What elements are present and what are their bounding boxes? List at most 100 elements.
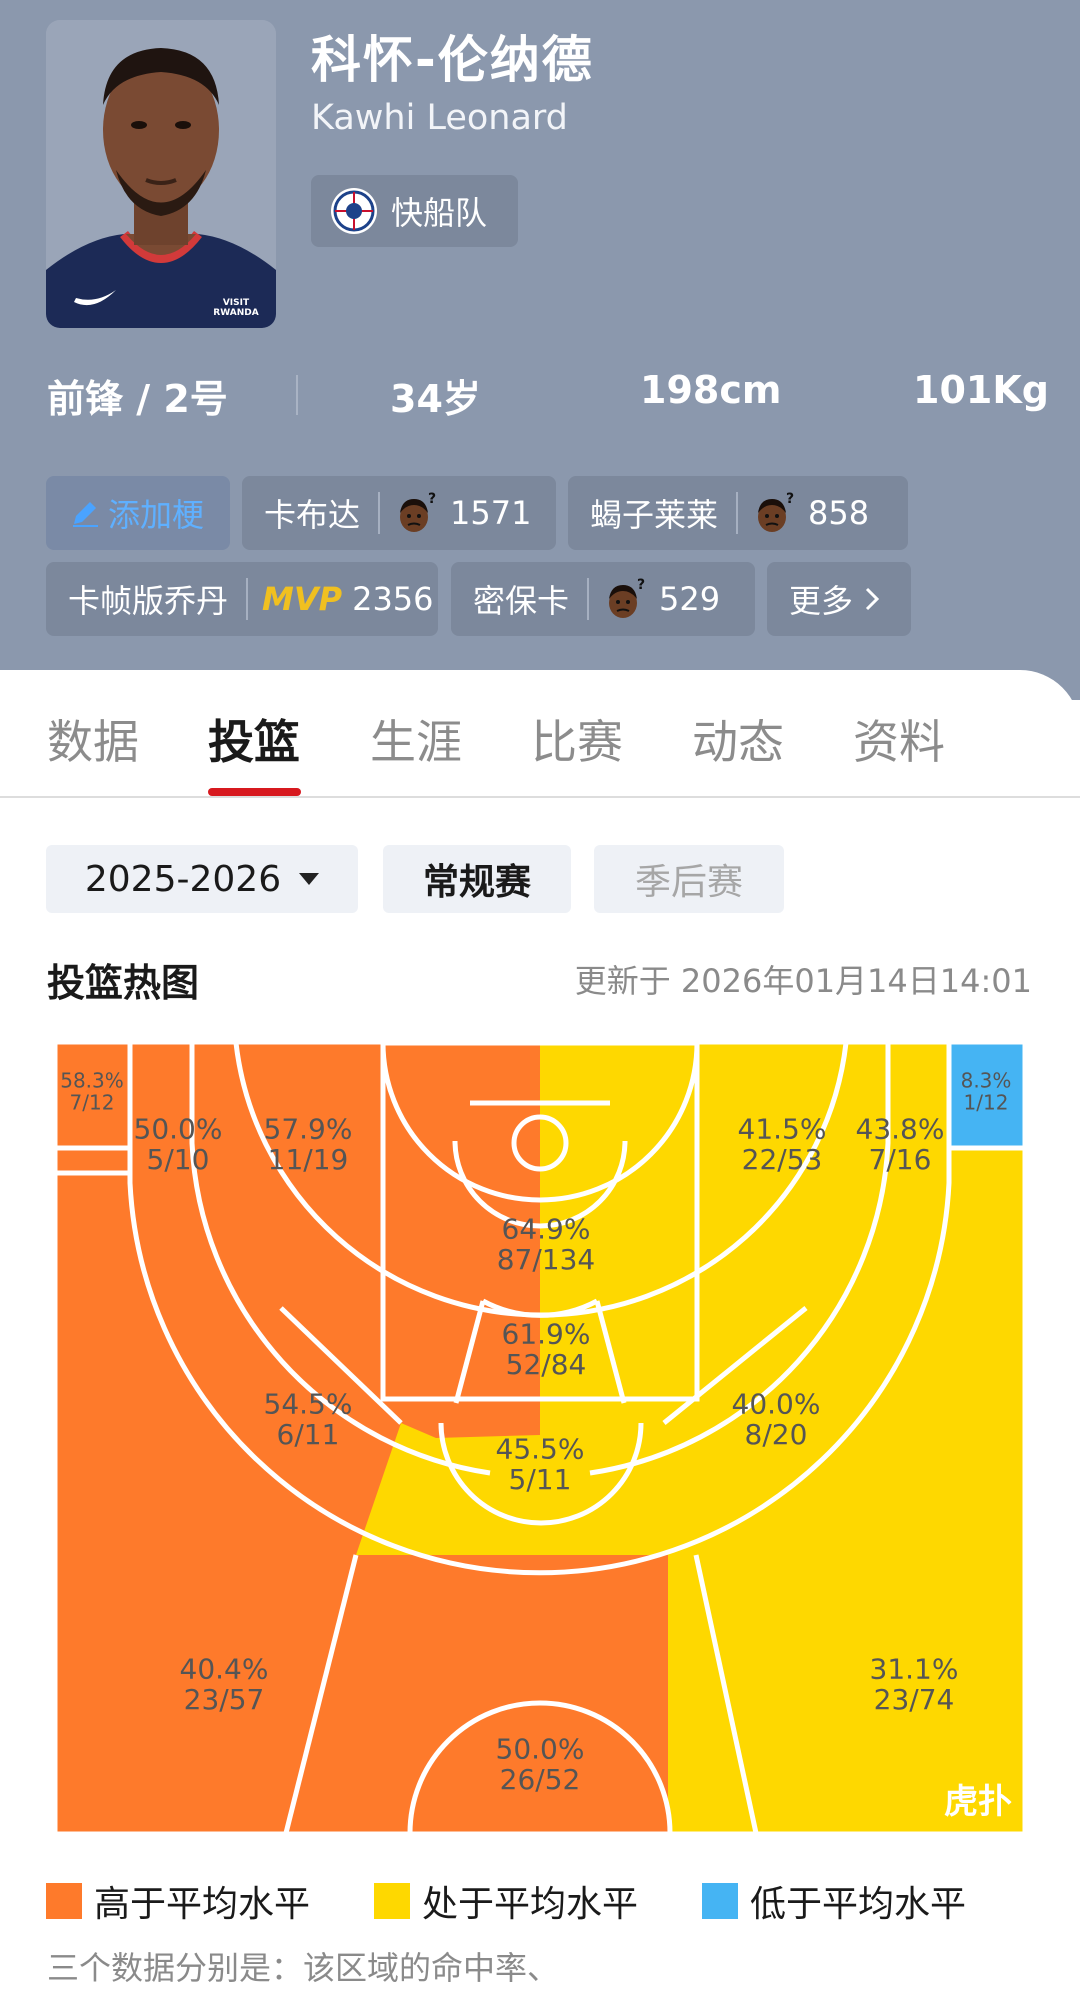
zone-made-att-label: 22/53	[742, 1143, 823, 1176]
meme-divider	[246, 578, 249, 620]
zone-made-att-label: 6/11	[277, 1418, 340, 1451]
heatmap-note: 三个数据分别是：该区域的命中率、	[47, 1949, 560, 1987]
zone-right-wing-wedge	[668, 1555, 756, 1833]
zone-pct-label: 50.0%	[134, 1112, 223, 1145]
player-height: 198cm	[640, 368, 782, 412]
zone-paint-right	[540, 1213, 636, 1435]
legend-label: 低于平均水平	[750, 1884, 967, 1925]
zone-left-corner-three	[56, 1043, 130, 1148]
legend-swatch-below	[702, 1883, 738, 1919]
zone-top-key-mid	[356, 1423, 696, 1555]
zone-pct-label: 31.1%	[870, 1652, 959, 1685]
meme-divider	[378, 492, 381, 534]
confused-face-icon: ?	[609, 577, 645, 618]
zone-made-att-label: 1/12	[964, 1091, 1009, 1115]
tab-bar: 数据 投篮 生涯 比赛 动态 资料	[0, 670, 1080, 798]
player-weight: 101Kg	[913, 368, 1049, 412]
season-select[interactable]: 2025-2026	[46, 845, 358, 913]
more-memes-button[interactable]: 更多	[767, 562, 911, 636]
meme-label: 密保卡	[473, 582, 570, 620]
meme-count: 1571	[450, 494, 532, 532]
player-avatar: VISIT RWANDA	[46, 20, 276, 328]
meme-divider	[736, 492, 739, 534]
zone-made-att-label: 52/84	[506, 1348, 587, 1381]
svg-text:?: ?	[428, 491, 436, 507]
zone-top-three	[286, 1555, 756, 1833]
tab-career[interactable]: 生涯	[370, 715, 462, 769]
meme-count: 2356	[352, 580, 434, 618]
shot-heatmap: 58.3%7/1250.0%5/1057.9%11/1964.9%87/1346…	[56, 1043, 1024, 1833]
zone-made-att-label: 87/134	[497, 1243, 596, 1276]
meme-chip-3[interactable]: 卡帧版乔丹 MVP 2356	[46, 562, 438, 636]
player-name-en: Kawhi Leonard	[311, 98, 568, 138]
zone-pct-label: 50.0%	[496, 1732, 585, 1765]
add-meme-button[interactable]: 添加梗	[46, 476, 230, 550]
player-portrait-icon	[46, 20, 276, 328]
zone-left-wedge	[56, 1555, 356, 1833]
active-tab-indicator	[208, 788, 301, 796]
zone-pct-label: 40.4%	[180, 1652, 269, 1685]
tab-news[interactable]: 动态	[692, 715, 784, 769]
zone-made-att-label: 5/11	[509, 1463, 572, 1496]
legend-label: 高于平均水平	[94, 1884, 311, 1925]
tab-stats[interactable]: 数据	[47, 715, 139, 769]
zone-pct-label: 40.0%	[732, 1387, 821, 1420]
confused-face-icon: ?	[758, 491, 794, 532]
info-divider	[296, 375, 298, 415]
zone-made-att-label: 7/16	[869, 1143, 932, 1176]
player-header: VISIT RWANDA 科怀-伦纳德 Kawhi Leonard 快船队 前锋…	[0, 0, 1080, 700]
pencil-icon	[73, 502, 98, 527]
player-name-cn: 科怀-伦纳德	[311, 31, 594, 89]
chevron-right-icon	[865, 587, 880, 611]
zone-pct-label: 8.3%	[961, 1069, 1012, 1093]
zone-made-att-label: 23/57	[184, 1683, 265, 1716]
zone-pct-label: 61.9%	[502, 1317, 591, 1350]
svg-text:?: ?	[786, 491, 794, 507]
zone-pct-label: 64.9%	[502, 1212, 591, 1245]
more-label: 更多	[789, 582, 854, 620]
season-value: 2025-2026	[84, 858, 282, 900]
player-position: 前锋 / 2号	[47, 377, 228, 421]
legend-swatch-average	[374, 1883, 410, 1919]
legend-above: 高于平均水平	[46, 1875, 310, 1927]
tab-profile[interactable]: 资料	[853, 715, 945, 769]
zone-made-att-label: 11/19	[268, 1143, 349, 1176]
legend-average: 处于平均水平	[374, 1875, 638, 1927]
meme-label: 蝎子莱莱	[590, 496, 719, 534]
meme-label: 卡布达	[264, 496, 361, 534]
zone-pct-label: 54.5%	[264, 1387, 353, 1420]
zone-made-att-label: 23/74	[874, 1683, 955, 1716]
zone-labels: 58.3%7/1250.0%5/1057.9%11/1964.9%87/1346…	[60, 1069, 1011, 1796]
meme-count: 529	[659, 580, 721, 618]
tab-shooting[interactable]: 投篮	[208, 715, 300, 769]
svg-text:?: ?	[637, 577, 645, 593]
zone-pct-label: 43.8%	[856, 1112, 945, 1145]
zone-pct-label: 45.5%	[496, 1432, 585, 1465]
zone-pct-label: 58.3%	[60, 1069, 124, 1093]
zone-pct-label: 41.5%	[738, 1112, 827, 1145]
tab-games[interactable]: 比赛	[531, 715, 623, 769]
update-time: 更新于 2026年01月14日14:01	[574, 962, 1032, 1000]
confused-face-icon: ?	[400, 491, 436, 532]
clippers-logo-icon	[331, 188, 377, 234]
team-chip[interactable]: 快船队	[311, 175, 518, 247]
legend-below: 低于平均水平	[702, 1875, 966, 1927]
playoffs-button[interactable]: 季后赛	[594, 845, 784, 913]
meme-chip-4[interactable]: 密保卡 ? 529	[451, 562, 755, 636]
mvp-icon: MVP	[262, 580, 343, 618]
player-age: 34岁	[390, 377, 481, 421]
zone-pct-label: 57.9%	[264, 1112, 353, 1145]
zone-made-att-label: 8/20	[745, 1418, 808, 1451]
court-lines	[56, 1043, 1024, 1833]
zone-made-att-label: 5/10	[147, 1143, 210, 1176]
legend-swatch-above	[46, 1883, 82, 1919]
meme-chip-2[interactable]: 蝎子莱莱 ? 858	[568, 476, 908, 550]
meme-label: 卡帧版乔丹	[68, 582, 229, 620]
meme-chip-1[interactable]: 卡布达 ? 1571	[242, 476, 556, 550]
zone-right-corner-three	[949, 1043, 1024, 1148]
zone-made-att-label: 26/52	[500, 1763, 581, 1796]
meme-divider	[587, 578, 590, 620]
regular-season-button[interactable]: 常规赛	[383, 845, 571, 913]
hupu-watermark-icon: 虎扑	[944, 1782, 1012, 1822]
